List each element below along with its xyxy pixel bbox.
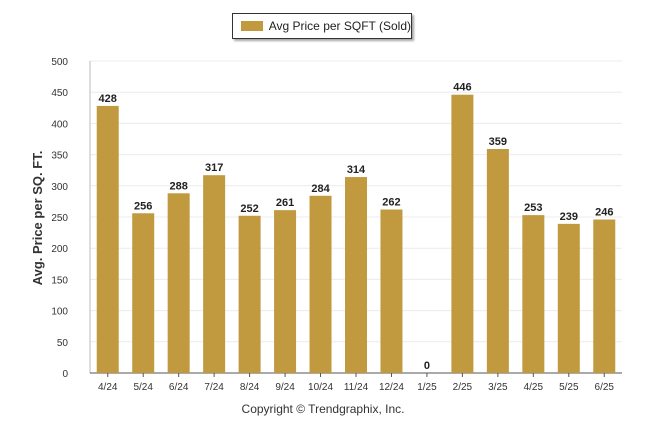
x-tick-label: 6/24 — [169, 382, 189, 393]
data-label: 253 — [524, 202, 542, 214]
bar — [486, 148, 509, 373]
x-tick-label: 3/25 — [488, 382, 508, 393]
x-tick-label: 4/25 — [524, 382, 544, 393]
y-tick-label: 100 — [51, 307, 68, 318]
y-tick-label: 0 — [62, 369, 68, 380]
x-tick-label: 4/24 — [98, 382, 118, 393]
y-tick-label: 450 — [51, 88, 68, 99]
y-tick-label: 400 — [51, 119, 68, 130]
x-tick-label: 1/25 — [417, 382, 437, 393]
x-tick-label: 9/24 — [275, 382, 295, 393]
copyright-text: Copyright © Trendgraphix, Inc. — [241, 402, 405, 416]
bar — [96, 105, 119, 373]
x-tick-label: 2/25 — [453, 382, 473, 393]
data-label: 252 — [240, 203, 258, 215]
data-label: 246 — [595, 206, 613, 218]
y-tick-label: 350 — [51, 151, 68, 162]
y-tick-label: 500 — [51, 57, 68, 68]
x-tick-label: 12/24 — [379, 382, 404, 393]
data-label: 261 — [276, 197, 294, 209]
bar — [167, 193, 190, 373]
bar — [380, 209, 403, 373]
data-labels: 428 256 288 317 252 261 284 314 262 0 446 359 253 239… — [99, 82, 614, 372]
y-tick-label: 250 — [51, 213, 68, 224]
bar — [274, 210, 297, 373]
data-label: 288 — [169, 180, 187, 192]
data-label: 314 — [347, 164, 366, 176]
bar — [557, 223, 580, 373]
x-tick-label: 5/24 — [133, 382, 153, 393]
data-label: 262 — [382, 197, 400, 209]
legend: Avg Price per SQFT (Sold) — [232, 13, 412, 39]
y-tick-label: 200 — [51, 244, 68, 255]
bar — [309, 195, 332, 373]
data-label: 0 — [424, 360, 430, 372]
x-tick-label: 5/25 — [559, 382, 579, 393]
data-label: 256 — [134, 200, 152, 212]
bar — [593, 219, 616, 373]
data-label: 428 — [99, 93, 117, 105]
x-tick-label: 10/24 — [308, 382, 333, 393]
data-label: 239 — [560, 211, 578, 223]
y-tick-label: 150 — [51, 275, 68, 286]
y-tick-labels: 0 50 100 150 200 250 300 350 400 450 500 — [51, 57, 68, 380]
bars — [96, 94, 616, 374]
bar — [238, 215, 261, 373]
legend-swatch — [241, 21, 263, 31]
data-label: 359 — [489, 136, 507, 148]
data-label: 284 — [311, 183, 330, 195]
x-tick-labels: 4/24 5/24 6/24 7/24 8/24 9/24 10/24 11/24 12/24 1… — [98, 373, 614, 393]
y-tick-label: 300 — [51, 182, 68, 193]
bar — [345, 177, 367, 373]
x-tick-label: 6/25 — [595, 382, 615, 393]
x-tick-label: 8/24 — [240, 382, 260, 393]
data-label: 317 — [205, 162, 223, 174]
bar — [451, 94, 474, 374]
y-axis-label: Avg. Price per SQ. FT. — [30, 151, 45, 286]
bar — [203, 175, 226, 373]
bar — [522, 215, 545, 373]
x-tick-label: 11/24 — [344, 382, 369, 393]
bar — [132, 213, 155, 373]
x-tick-label: 7/24 — [204, 382, 224, 393]
data-label: 446 — [453, 82, 471, 94]
y-tick-label: 50 — [57, 338, 69, 349]
legend-label: Avg Price per SQFT (Sold) — [268, 19, 411, 33]
